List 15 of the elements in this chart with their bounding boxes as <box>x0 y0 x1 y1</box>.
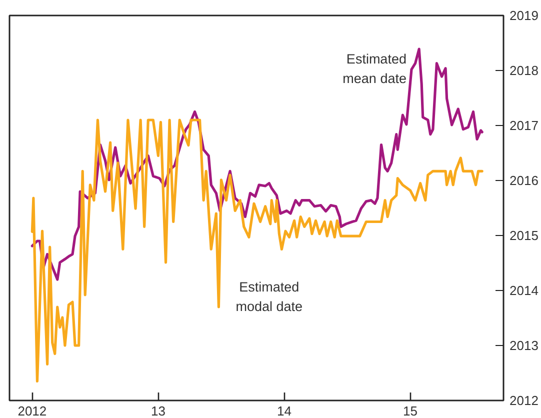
y-tick-label: 2013 <box>510 338 538 353</box>
x-tick-label: 14 <box>276 404 292 418</box>
y-tick-label: 2012 <box>510 393 538 408</box>
x-tick-label: 13 <box>150 404 166 418</box>
y-tick-label: 2018 <box>510 63 538 78</box>
series-label: Estimated mean date <box>342 51 406 86</box>
y-tick-label: 2014 <box>510 283 538 298</box>
x-tick-label: 15 <box>403 404 418 418</box>
y-tick-label: 2019 <box>510 8 538 23</box>
line-series <box>30 118 484 383</box>
y-tick-label: 2015 <box>510 228 538 243</box>
y-tick-label: 2017 <box>510 118 538 133</box>
series-label: Estimated modal date <box>236 280 302 314</box>
x-tick-label: 2012 <box>18 404 47 418</box>
y-tick-label: 2016 <box>510 173 538 188</box>
